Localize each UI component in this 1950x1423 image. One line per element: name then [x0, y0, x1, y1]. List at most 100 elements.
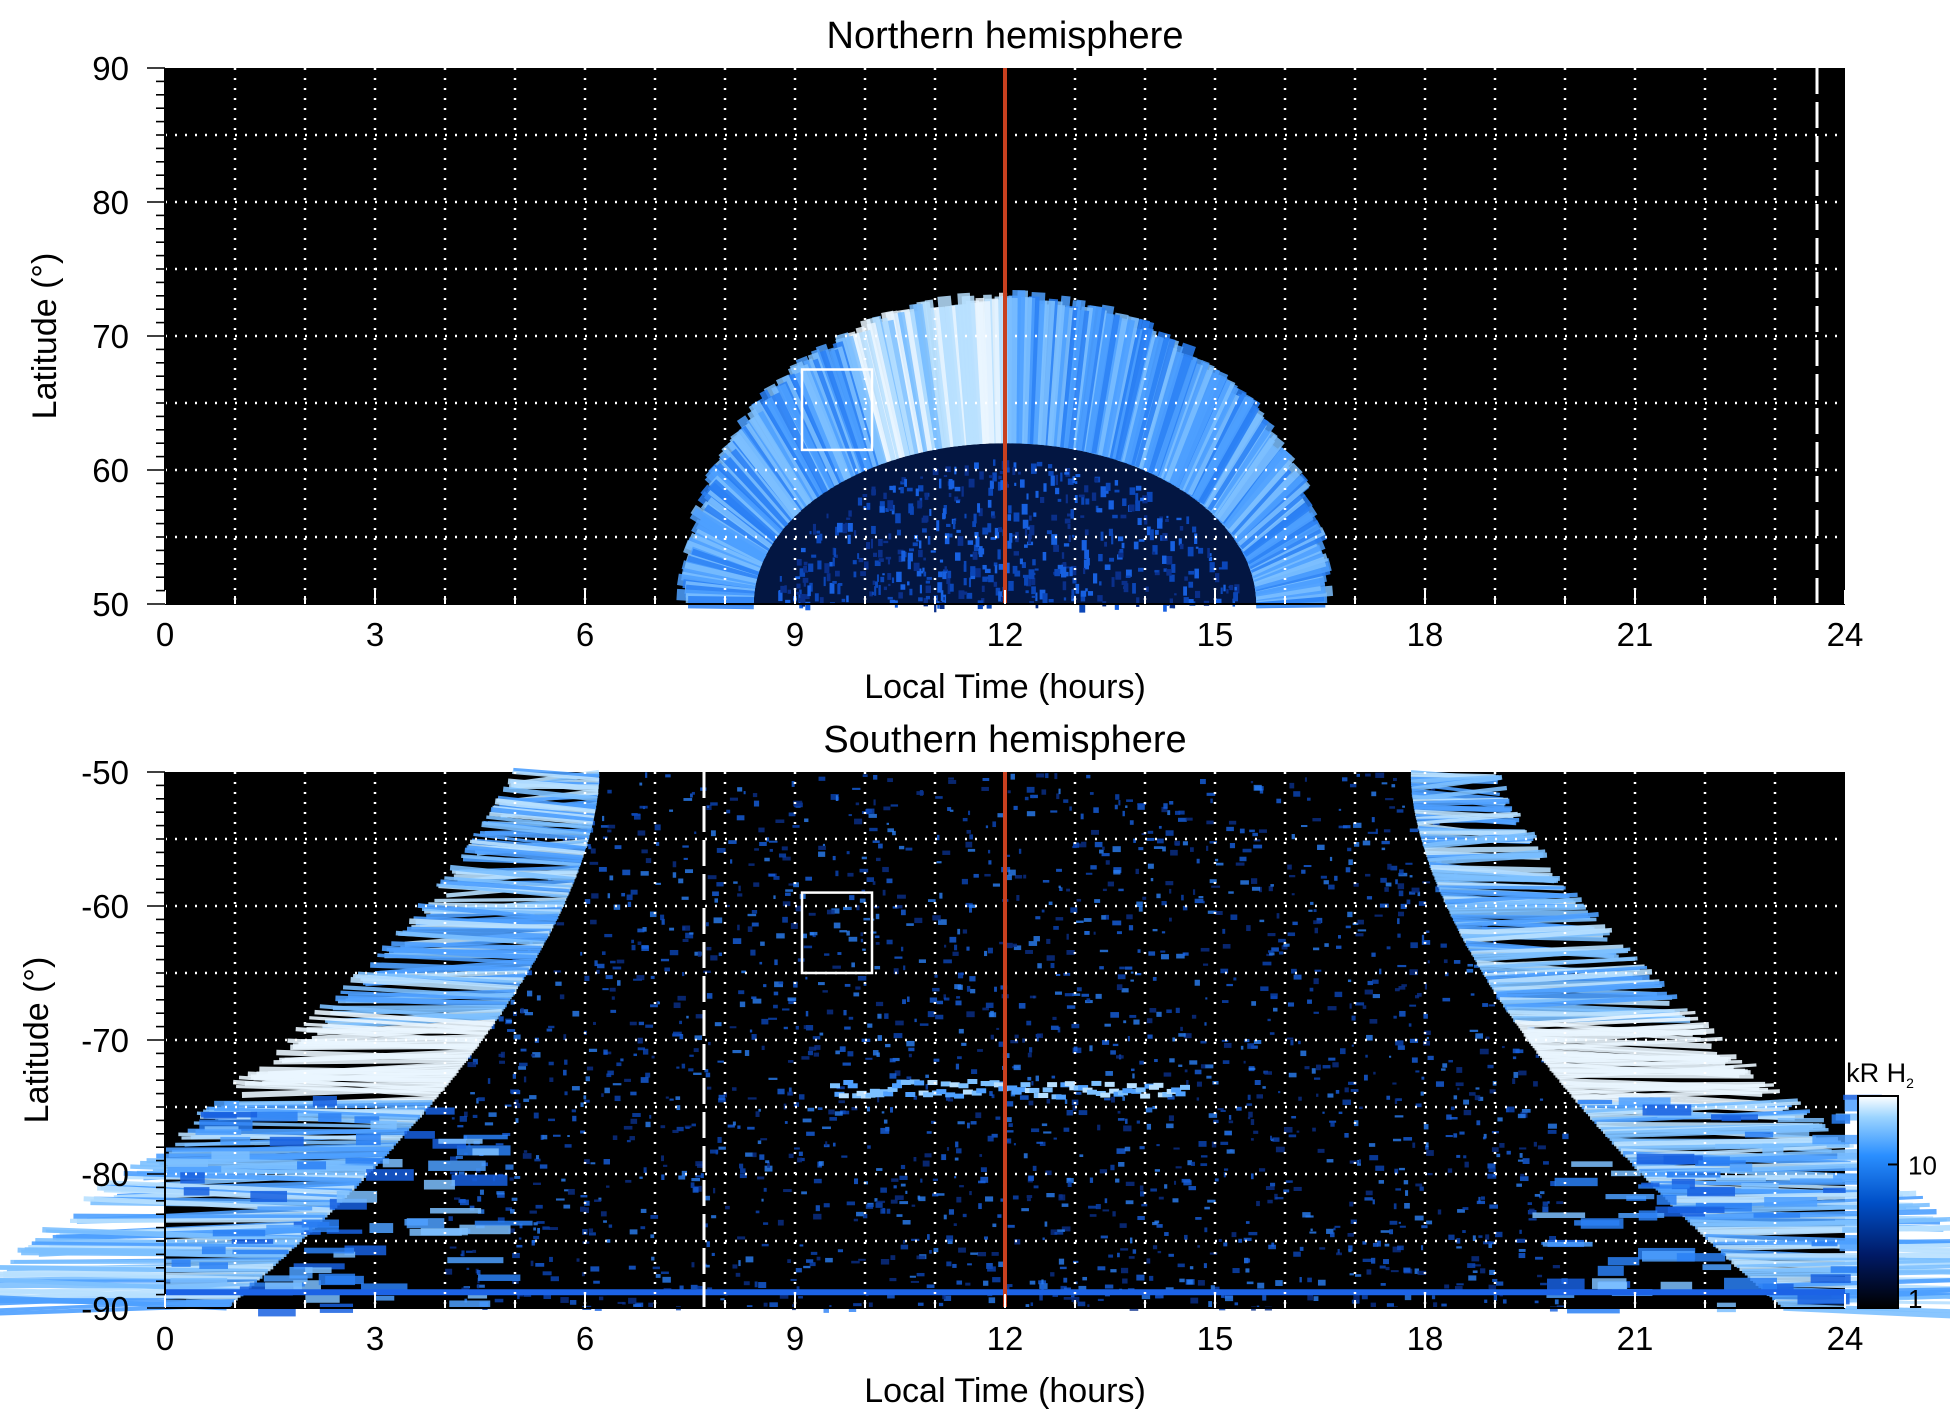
south-cap-speckle	[884, 1013, 889, 1019]
south-cap-speckle	[773, 1004, 778, 1009]
south-cap-speckle	[825, 1141, 828, 1146]
south-cap-speckle	[610, 1009, 617, 1013]
south-cap-speckle	[1141, 1203, 1148, 1207]
south-cap-speckle	[835, 795, 838, 802]
south-cap-speckle	[914, 1018, 917, 1023]
south-cap-speckle	[1309, 987, 1314, 992]
north-cap-speckle	[1093, 573, 1098, 584]
south-polar-streak	[1580, 1218, 1624, 1229]
south-cap-speckle	[729, 1026, 737, 1029]
south-cap-speckle	[1215, 911, 1223, 915]
south-cap-speckle	[932, 915, 941, 921]
south-oval-streak	[287, 1038, 476, 1051]
north-cap-speckle	[956, 500, 960, 504]
south-noon-ring	[940, 1081, 951, 1087]
south-cap-speckle	[1179, 1278, 1185, 1283]
south-cap-speckle	[1259, 1168, 1266, 1172]
south-cap-speckle	[1521, 1108, 1531, 1113]
south-cap-speckle	[1405, 862, 1413, 865]
south-cap-speckle	[472, 1114, 478, 1118]
south-cap-speckle	[872, 840, 880, 843]
south-noon-ring	[1126, 1083, 1137, 1089]
south-cap-speckle	[1380, 1283, 1386, 1286]
south-cap-speckle	[694, 831, 697, 835]
south-cap-speckle	[925, 1074, 929, 1078]
south-cap-speckle	[1404, 1294, 1412, 1301]
south-cap-speckle	[1337, 1248, 1340, 1254]
south-cap-speckle	[496, 1191, 505, 1195]
north-cap-speckle	[1008, 505, 1012, 514]
south-cap-speckle	[1069, 806, 1072, 811]
south-cap-speckle	[1127, 1036, 1130, 1042]
south-cap-speckle	[1314, 927, 1319, 934]
south-cap-speckle	[477, 1097, 485, 1102]
south-oval-streak	[464, 847, 583, 863]
north-cap-speckle	[1178, 538, 1182, 546]
south-cap-speckle	[1562, 1133, 1569, 1140]
south-cap-speckle	[657, 1001, 660, 1005]
south-cap-speckle	[1420, 1091, 1424, 1096]
south-cap-speckle	[1036, 773, 1045, 778]
south-cap-speckle	[961, 1042, 967, 1046]
south-cap-speckle	[1371, 952, 1376, 957]
north-cap-speckle	[1074, 481, 1078, 484]
north-cap-speckle	[900, 481, 906, 485]
south-cap-speckle	[1120, 1248, 1129, 1251]
south-cap-speckle	[1535, 1256, 1544, 1260]
south-cap-speckle	[703, 970, 711, 974]
south-cap-speckle	[1150, 877, 1154, 882]
south-cap-speckle	[977, 1251, 987, 1257]
south-cap-speckle	[1301, 825, 1308, 828]
south-cap-speckle	[1116, 984, 1123, 991]
south-cap-speckle	[630, 1118, 638, 1124]
south-cap-speckle	[1158, 825, 1162, 829]
south-cap-speckle	[1487, 1163, 1496, 1169]
south-cap-speckle	[1112, 846, 1121, 853]
south-cap-speckle	[1090, 865, 1097, 870]
south-cap-speckle	[1456, 1238, 1461, 1244]
south-cap-speckle	[1425, 930, 1430, 933]
south-cap-speckle	[1208, 1301, 1213, 1308]
south-oval-streak	[479, 830, 589, 841]
south-cap-speckle	[1342, 1099, 1351, 1105]
south-cap-speckle	[1305, 1215, 1314, 1218]
north-cap-speckle	[932, 468, 939, 476]
south-oval-streak	[1417, 812, 1521, 826]
south-cap-speckle	[737, 893, 743, 897]
north-cap-speckle	[1114, 480, 1119, 486]
north-cap-speckle	[888, 533, 892, 540]
south-cap-speckle	[1066, 1110, 1073, 1116]
south-cap-speckle	[1014, 1034, 1019, 1039]
south-cap-speckle	[708, 1041, 711, 1046]
south-cap-speckle	[957, 928, 961, 935]
south-cap-speckle	[494, 1298, 504, 1303]
south-cap-speckle	[497, 1217, 505, 1223]
south-cap-speckle	[1053, 1137, 1057, 1140]
north-cap-speckle	[785, 599, 791, 604]
south-cap-speckle	[1262, 1086, 1266, 1089]
south-cap-speckle	[862, 1214, 868, 1219]
south-polar-streak	[304, 1247, 355, 1254]
north-cap-speckle	[1071, 589, 1075, 599]
south-cap-speckle	[1087, 1304, 1090, 1309]
south-cap-speckle	[1313, 947, 1320, 951]
south-cap-speckle	[616, 959, 625, 964]
south-cap-speckle	[640, 871, 649, 876]
south-cap-speckle	[630, 1091, 637, 1096]
north-cap-speckle	[1125, 569, 1132, 577]
south-cap-speckle	[1041, 909, 1045, 913]
south-cap-speckle	[1250, 1119, 1255, 1125]
south-cap-speckle	[632, 1113, 641, 1117]
north-cap-speckle	[998, 527, 1003, 533]
south-oval-streak	[1783, 1305, 1950, 1319]
north-cap-speckle	[1209, 562, 1215, 573]
south-cap-speckle	[805, 1025, 814, 1031]
south-cap-speckle	[549, 1256, 553, 1262]
south-cap-speckle	[1142, 896, 1147, 900]
south-cap-speckle	[1155, 1292, 1164, 1299]
south-cap-speckle	[1402, 805, 1405, 808]
south-cap-speckle	[1123, 1125, 1132, 1132]
south-cap-speckle	[1367, 831, 1377, 834]
south-cap-speckle	[1110, 1164, 1115, 1171]
south-cap-speckle	[818, 982, 825, 986]
